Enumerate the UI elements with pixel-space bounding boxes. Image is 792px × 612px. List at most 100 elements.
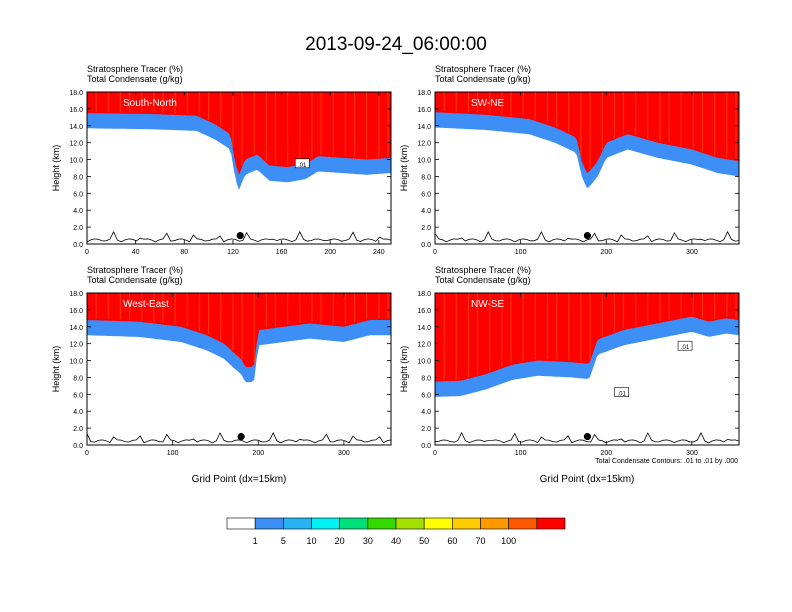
contour-label-box	[294, 158, 310, 169]
y-tick-label: 4.0	[421, 208, 431, 215]
contour-label: .01	[618, 392, 627, 398]
colorbar-swatch	[367, 517, 397, 530]
panel-subtitle-tracer: Stratosphere Tracer (%)	[435, 265, 531, 275]
colorbar-swatch	[536, 517, 566, 530]
panel-nw-se: Stratosphere Tracer (%)Total Condensate …	[399, 265, 740, 485]
x-tick-label: 120	[227, 249, 239, 256]
x-tick-label: 40	[132, 249, 140, 256]
y-tick-label: 10.0	[417, 158, 431, 165]
y-tick-label: 2.0	[73, 225, 83, 232]
tracer-fill	[87, 92, 391, 190]
panel-subtitle-tracer: Stratosphere Tracer (%)	[87, 265, 183, 275]
x-tick-label: 300	[338, 450, 350, 457]
y-tick-label: 14.0	[69, 325, 83, 332]
y-tick-label: 2.0	[421, 225, 431, 232]
contour-footnote: Total Condensate Contours: .01 to .01 by…	[595, 458, 738, 465]
y-tick-label: 8.0	[73, 174, 83, 181]
colorbar: 1 5 10 20 30 40 50 60 70 100	[226, 517, 566, 546]
panel-frame	[86, 292, 392, 446]
y-axis-label: Height (km)	[399, 145, 409, 192]
x-tick-label: 200	[252, 450, 264, 457]
y-axis-label: Height (km)	[51, 346, 61, 393]
y-tick-label: 12.0	[417, 141, 431, 148]
x-axis-label: Grid Point (dx=15km)	[192, 474, 287, 485]
y-tick-label: 8.0	[421, 174, 431, 181]
colorbar-swatch	[480, 517, 509, 530]
colorbar-label: 30	[363, 536, 373, 546]
x-tick-label: 200	[324, 249, 336, 256]
x-tick-label: 0	[433, 249, 437, 256]
contour-label: .01	[681, 345, 690, 351]
y-tick-label: 12.0	[417, 342, 431, 349]
y-tick-label: 6.0	[421, 392, 431, 399]
panel-frame	[434, 91, 740, 245]
panel-label: NW-SE	[471, 299, 504, 310]
condensate-contour	[87, 431, 391, 444]
panel-south-north: Stratosphere Tracer (%)Total Condensate …	[51, 64, 392, 256]
colorbar-label: 50	[419, 536, 429, 546]
panel-subtitle-tracer: Stratosphere Tracer (%)	[87, 64, 183, 74]
colorbar-label: 20	[335, 536, 345, 546]
y-tick-label: 0.0	[421, 242, 431, 249]
location-marker	[583, 432, 592, 441]
x-tick-label: 100	[167, 450, 179, 457]
y-tick-label: 2.0	[421, 426, 431, 433]
panel-west-east: Stratosphere Tracer (%)Total Condensate …	[51, 265, 392, 485]
x-tick-label: 0	[433, 450, 437, 457]
y-tick-label: 16.0	[69, 107, 83, 114]
panel-frame	[86, 91, 392, 245]
y-tick-label: 16.0	[417, 107, 431, 114]
y-tick-label: 6.0	[73, 191, 83, 198]
colorbar-swatch	[508, 517, 538, 530]
y-tick-label: 18.0	[417, 90, 431, 97]
panel-subtitle-tracer: Stratosphere Tracer (%)	[435, 64, 531, 74]
y-tick-label: 2.0	[73, 426, 83, 433]
x-tick-label: 80	[180, 249, 188, 256]
colorbar-label: 100	[501, 536, 516, 546]
x-tick-label: 240	[373, 249, 385, 256]
panel-label: South-North	[123, 98, 177, 109]
contour-label-box	[677, 340, 693, 351]
colorbar-swatch	[395, 517, 425, 530]
figure-title: 2013-09-24_06:00:00	[305, 34, 487, 55]
condensate-contour	[87, 230, 391, 243]
panel-subtitle-condensate: Total Condensate (g/kg)	[435, 275, 531, 285]
tracer-fill	[435, 92, 739, 189]
tracer-fill	[435, 293, 739, 397]
y-tick-label: 14.0	[69, 124, 83, 131]
condensate-contour	[435, 230, 739, 243]
y-tick-label: 0.0	[421, 443, 431, 450]
tracer-fill	[87, 293, 391, 383]
y-tick-label: 16.0	[417, 308, 431, 315]
y-tick-label: 18.0	[69, 291, 83, 298]
y-tick-label: 0.0	[73, 443, 83, 450]
y-tick-label: 10.0	[69, 158, 83, 165]
y-tick-label: 6.0	[73, 392, 83, 399]
y-tick-label: 10.0	[69, 359, 83, 366]
y-tick-label: 12.0	[69, 342, 83, 349]
panel-sw-ne: Stratosphere Tracer (%)Total Condensate …	[399, 64, 740, 256]
panel-frame	[434, 292, 740, 446]
panel-subtitle-condensate: Total Condensate (g/kg)	[435, 74, 531, 84]
y-tick-label: 10.0	[417, 359, 431, 366]
y-tick-label: 4.0	[421, 409, 431, 416]
y-tick-label: 16.0	[69, 308, 83, 315]
colorbar-label: 5	[281, 536, 286, 546]
colorbar-swatch	[452, 517, 481, 530]
x-tick-label: 200	[600, 450, 612, 457]
x-tick-label: 0	[85, 450, 89, 457]
x-axis-label: Grid Point (dx=15km)	[540, 474, 635, 485]
x-tick-label: 100	[515, 450, 527, 457]
y-tick-label: 8.0	[73, 375, 83, 382]
y-tick-label: 6.0	[421, 191, 431, 198]
y-tick-label: 8.0	[421, 375, 431, 382]
colorbar-label: 40	[391, 536, 401, 546]
colorbar-label: 60	[447, 536, 457, 546]
y-tick-label: 18.0	[417, 291, 431, 298]
colorbar-label: 1	[253, 536, 258, 546]
x-tick-label: 0	[85, 249, 89, 256]
colorbar-swatch	[311, 517, 340, 530]
contour-label-box	[614, 387, 629, 397]
